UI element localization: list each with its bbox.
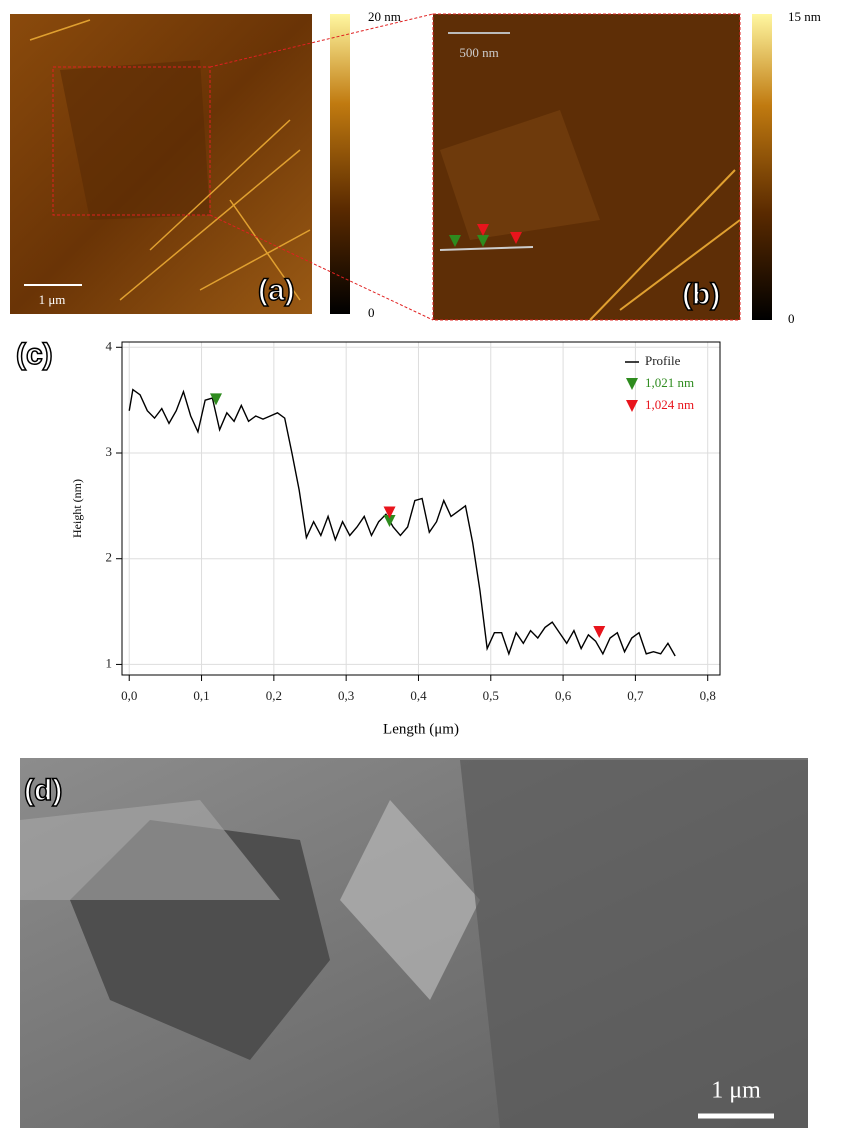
y-tick-label: 3: [106, 444, 113, 459]
x-tick-label: 0,8: [700, 688, 716, 703]
panel-label: (d): [24, 774, 62, 807]
y-tick-label: 4: [106, 338, 113, 353]
panel-a: 1 μm (a) 20 nm 0: [10, 9, 401, 320]
legend-label: 1,021 nm: [645, 375, 694, 390]
colorbar-max: 20 nm: [368, 9, 401, 24]
y-axis-label: Height (nm): [70, 479, 84, 538]
panel-label: (c): [16, 338, 53, 371]
x-axis-label: Length (μm): [383, 721, 459, 737]
y-tick-label: 2: [106, 550, 113, 565]
legend-label: Profile: [645, 353, 681, 368]
scale-label: 1 μm: [711, 1078, 761, 1104]
x-tick-label: 0,7: [627, 688, 644, 703]
x-tick-label: 0,6: [555, 688, 572, 703]
x-tick-label: 0,0: [121, 688, 137, 703]
panel-d: (d) 1 μm: [20, 758, 808, 1128]
x-tick-label: 0,3: [338, 688, 354, 703]
colorbar-min: 0: [368, 305, 375, 320]
legend-swatch: [626, 378, 638, 390]
legend-swatch: [626, 400, 638, 412]
colorbar: [330, 14, 350, 314]
x-tick-label: 0,1: [193, 688, 209, 703]
x-tick-label: 0,4: [410, 688, 427, 703]
chart: 0,0 0,1 0,2 0,3 0,4 0,5 0,6 0,7 0,8 1 2 3 4 Length (μ…: [70, 338, 720, 737]
scale-label: 1 μm: [39, 292, 66, 307]
profile-line: [129, 390, 675, 656]
colorbar: [752, 14, 772, 320]
y-tick-label: 1: [106, 655, 113, 670]
x-tick-label: 0,2: [266, 688, 282, 703]
legend-label: 1,024 nm: [645, 397, 694, 412]
cursor-marker: [210, 393, 222, 405]
panel-label: (b): [682, 278, 720, 311]
figure: 1 μm (a) 20 nm 0 500 nm (b) 15 nm 0 (c) …: [0, 0, 846, 1128]
plot-frame: [122, 342, 720, 675]
colorbar-max: 15 nm: [788, 9, 821, 24]
cursor-marker: [593, 626, 605, 638]
flake: [460, 760, 808, 1128]
x-tick-label: 0,5: [483, 688, 499, 703]
scale-label: 500 nm: [459, 45, 498, 60]
panel-label: (a): [258, 274, 295, 307]
panel-b: 500 nm (b) 15 nm 0: [433, 9, 821, 326]
colorbar-min: 0: [788, 311, 795, 326]
